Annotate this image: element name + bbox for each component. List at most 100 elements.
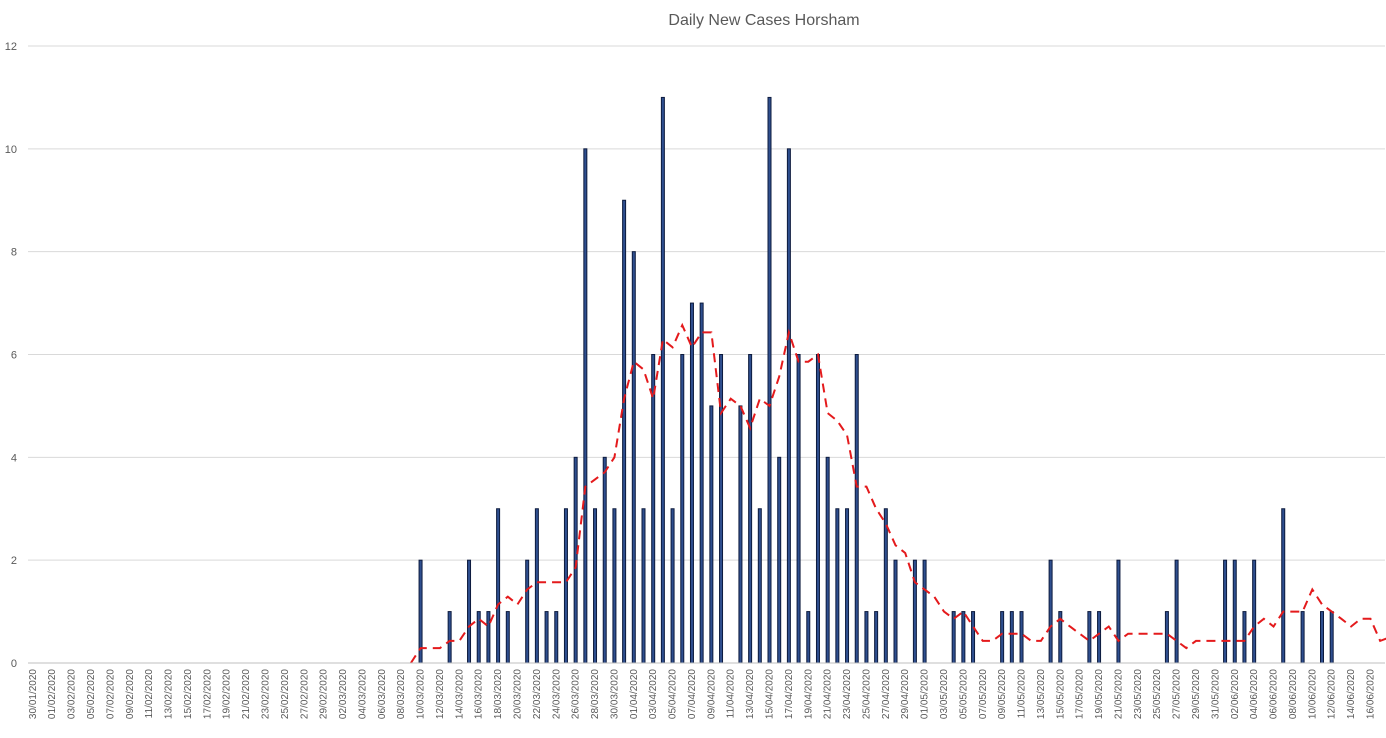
bar-day-63 (641, 508, 646, 664)
x-tick-label: 28/03/2020 (590, 669, 601, 719)
y-tick-label: 4 (11, 452, 17, 464)
bar-day-73 (738, 405, 743, 664)
bar-day-54 (554, 611, 559, 664)
x-tick-label: 27/05/2020 (1172, 669, 1183, 719)
x-tick-label: 04/03/2020 (357, 669, 368, 719)
bar-day-97 (971, 611, 976, 664)
bar-day-95 (951, 611, 956, 664)
bar-day-131 (1300, 611, 1305, 664)
bar-day-49 (505, 611, 510, 664)
bar-day-117 (1164, 611, 1169, 664)
x-tick-label: 25/05/2020 (1152, 669, 1163, 719)
x-tick-label: 09/05/2020 (997, 669, 1008, 719)
bar-day-62 (631, 251, 636, 664)
x-tick-label: 07/04/2020 (687, 669, 698, 719)
bar-day-52 (534, 508, 539, 664)
bar-day-92 (922, 559, 927, 664)
x-tick-label: 12/03/2020 (435, 669, 446, 719)
x-tick-label: 11/04/2020 (726, 669, 737, 719)
x-tick-label: 13/04/2020 (745, 669, 756, 719)
x-tick-label: 09/02/2020 (125, 669, 136, 719)
bar-day-79 (796, 354, 801, 664)
x-tick-label: 06/03/2020 (377, 669, 388, 719)
x-tick-label: 05/02/2020 (86, 669, 97, 719)
x-tick-label: 23/04/2020 (842, 669, 853, 719)
x-tick-label: 09/04/2020 (706, 669, 717, 719)
x-tick-label: 03/02/2020 (67, 669, 78, 719)
y-tick-label: 6 (11, 350, 17, 362)
bar-day-134 (1329, 611, 1334, 664)
x-tick-label: 30/01/2020 (28, 669, 39, 719)
x-tick-label: 29/05/2020 (1191, 669, 1202, 719)
x-tick-label: 19/02/2020 (222, 669, 233, 719)
x-tick-label: 29/04/2020 (900, 669, 911, 719)
bar-day-76 (767, 96, 772, 664)
bar-day-81 (815, 354, 820, 664)
x-tick-label: 17/05/2020 (1075, 669, 1086, 719)
x-tick-label: 26/03/2020 (571, 669, 582, 719)
x-tick-label: 21/05/2020 (1113, 669, 1124, 719)
bar-day-74 (748, 354, 753, 664)
x-tick-label: 24/03/2020 (551, 669, 562, 719)
x-tick-label: 12/06/2020 (1327, 669, 1338, 719)
x-tick-label: 15/02/2020 (183, 669, 194, 719)
x-tick-label: 30/03/2020 (609, 669, 620, 719)
bar-day-65 (660, 96, 665, 664)
x-tick-label: 21/02/2020 (241, 669, 252, 719)
bar-day-57 (583, 148, 588, 664)
bar-day-66 (670, 508, 675, 664)
bar-day-123 (1223, 559, 1228, 664)
x-tick-label: 16/06/2020 (1365, 669, 1376, 719)
bar-day-45 (467, 559, 472, 664)
bar-day-118 (1174, 559, 1179, 664)
x-tick-label: 14/03/2020 (454, 669, 465, 719)
x-tick-label: 20/03/2020 (512, 669, 523, 719)
x-tick-label: 04/06/2020 (1249, 669, 1260, 719)
bar-day-109 (1087, 611, 1092, 664)
bar-day-60 (612, 508, 617, 664)
x-tick-label: 01/02/2020 (47, 669, 58, 719)
bar-day-124 (1232, 559, 1237, 664)
x-tick-label: 11/02/2020 (144, 669, 155, 719)
y-tick-label: 2 (11, 555, 17, 567)
bar-day-110 (1097, 611, 1102, 664)
x-tick-label: 01/04/2020 (629, 669, 640, 719)
x-tick-label: 25/04/2020 (861, 669, 872, 719)
x-tick-label: 25/02/2020 (280, 669, 291, 719)
bar-day-84 (845, 508, 850, 664)
x-tick-label: 15/05/2020 (1055, 669, 1066, 719)
grid-lines (28, 45, 1385, 561)
x-tick-label: 23/05/2020 (1133, 669, 1144, 719)
bar-day-77 (777, 456, 782, 664)
bar-day-69 (699, 302, 704, 664)
x-tick-label: 27/04/2020 (881, 669, 892, 719)
x-tick-label: 05/04/2020 (668, 669, 679, 719)
bar-day-80 (806, 611, 811, 664)
bar-day-83 (835, 508, 840, 664)
bar-day-86 (864, 611, 869, 664)
bar-series (418, 96, 1334, 664)
bar-day-70 (709, 405, 714, 664)
bar-day-129 (1281, 508, 1286, 664)
y-axis-ticks: 0 2 4 6 8 10 12 (5, 41, 17, 670)
x-tick-label: 17/04/2020 (784, 669, 795, 719)
x-tick-label: 07/05/2020 (978, 669, 989, 719)
x-tick-label: 19/05/2020 (1094, 669, 1105, 719)
x-tick-label: 29/02/2020 (319, 669, 330, 719)
x-tick-label: 15/04/2020 (765, 669, 776, 719)
bar-day-105 (1048, 559, 1053, 664)
x-tick-label: 08/06/2020 (1288, 669, 1299, 719)
bar-day-102 (1019, 611, 1024, 664)
bar-day-58 (593, 508, 598, 664)
x-tick-label: 22/03/2020 (532, 669, 543, 719)
x-tick-label: 03/04/2020 (648, 669, 659, 719)
x-tick-label: 31/05/2020 (1210, 669, 1221, 719)
bar-day-87 (874, 611, 879, 664)
x-tick-label: 19/04/2020 (803, 669, 814, 719)
bar-day-88 (883, 508, 888, 664)
bar-day-51 (525, 559, 530, 664)
x-tick-label: 27/02/2020 (299, 669, 310, 719)
x-tick-label: 18/03/2020 (493, 669, 504, 719)
x-tick-label: 01/05/2020 (920, 669, 931, 719)
